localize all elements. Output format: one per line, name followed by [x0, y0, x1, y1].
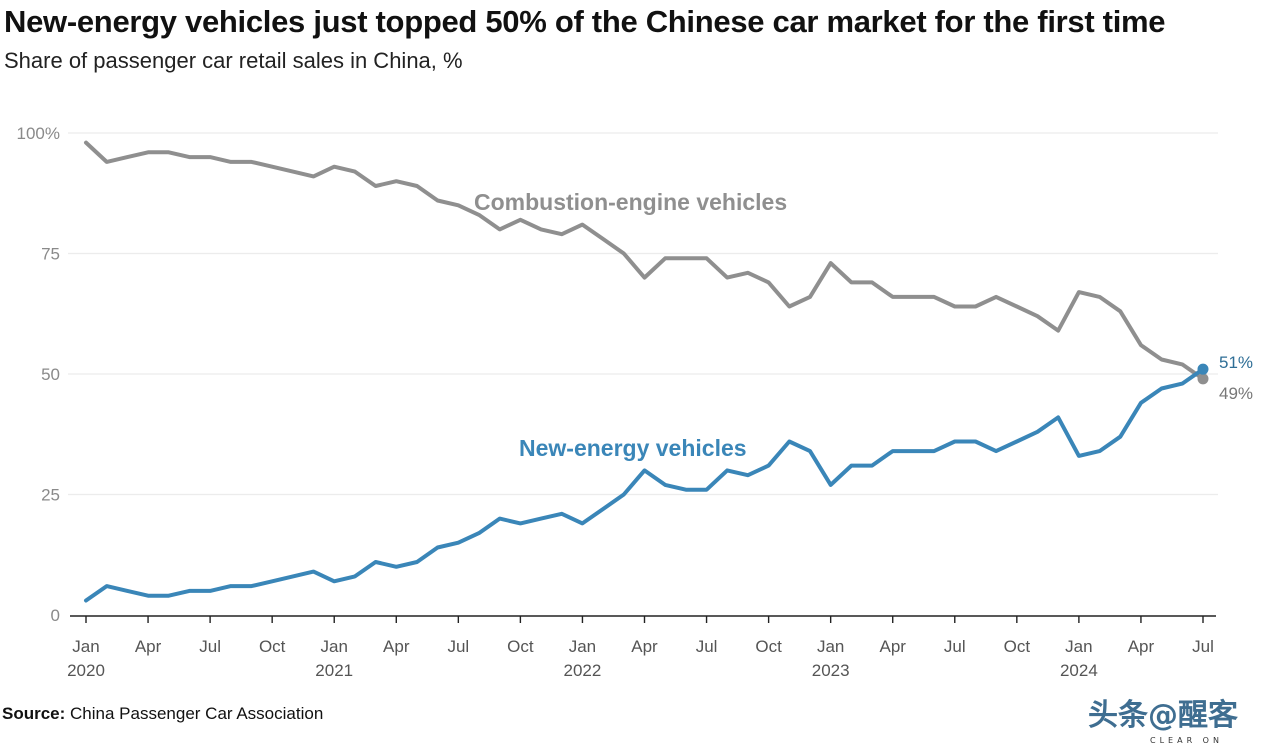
watermark: 头条@醒客 [1088, 698, 1238, 733]
x-tick-label: Oct [507, 637, 534, 656]
x-tick-label: Jan [817, 637, 844, 656]
x-tick-label: Jan [1065, 637, 1092, 656]
x-tick-year-label: 2023 [812, 661, 850, 680]
y-tick-label: 75 [41, 245, 60, 264]
source-text: China Passenger Car Association [70, 704, 324, 723]
y-tick-label: 50 [41, 365, 60, 384]
y-axis: 0 25 50 75 100% [17, 124, 60, 625]
end-label-combustion: 49% [1219, 384, 1253, 403]
x-tick-label: Apr [879, 637, 906, 656]
series-labels: Combustion-engine vehicles New-energy veh… [474, 189, 1253, 461]
chart-subtitle: Share of passenger car retail sales in C… [4, 48, 463, 73]
x-tick-label: Jul [944, 637, 966, 656]
x-axis: Jan 2020 Apr Jul Oct Jan 2021 Apr Jul Oct Jan 2022 A… [67, 615, 1216, 680]
x-tick-year-label: 2024 [1060, 661, 1098, 680]
source-note: Source: China Passenger Car Association [2, 704, 323, 724]
line-chart: 0 25 50 75 100% Jan 2020 Apr Jul Oct Jan 2021 Apr Ju… [17, 124, 1254, 680]
end-label-nev: 51% [1219, 353, 1253, 372]
x-tick-year-label: 2021 [315, 661, 353, 680]
series-lines [84, 140, 1209, 603]
series-end-marker [1197, 363, 1209, 375]
series-line-combustion [84, 140, 1205, 381]
x-tick-year-label: 2022 [564, 661, 602, 680]
x-tick-label: Jul [696, 637, 718, 656]
gridlines [68, 132, 1218, 496]
x-tick-label: Apr [383, 637, 410, 656]
series-label-nev: New-energy vehicles [519, 435, 747, 461]
x-tick-label: Oct [259, 637, 286, 656]
y-tick-label: 25 [41, 486, 60, 505]
x-tick-label: Jan [569, 637, 596, 656]
x-tick-label: Jul [1192, 637, 1214, 656]
x-tick-label: Oct [755, 637, 782, 656]
series-label-combustion: Combustion-engine vehicles [474, 189, 787, 215]
series-line-nev [84, 367, 1205, 603]
x-tick-label: Jan [321, 637, 348, 656]
chart-title: New-energy vehicles just topped 50% of t… [4, 4, 1166, 39]
series-end-marker [1197, 373, 1209, 385]
x-tick-label: Jul [447, 637, 469, 656]
y-tick-label: 0 [51, 606, 60, 625]
x-tick-label: Apr [631, 637, 658, 656]
x-tick-label: Jan [72, 637, 99, 656]
source-label: Source: [2, 704, 66, 723]
x-tick-label: Oct [1004, 637, 1031, 656]
x-tick-year-label: 2020 [67, 661, 105, 680]
x-tick-label: Jul [199, 637, 221, 656]
x-tick-label: Apr [1128, 637, 1155, 656]
x-tick-label: Apr [135, 637, 162, 656]
y-tick-label: 100% [17, 124, 60, 143]
watermark-sub: CLEAR ON [1150, 736, 1223, 745]
